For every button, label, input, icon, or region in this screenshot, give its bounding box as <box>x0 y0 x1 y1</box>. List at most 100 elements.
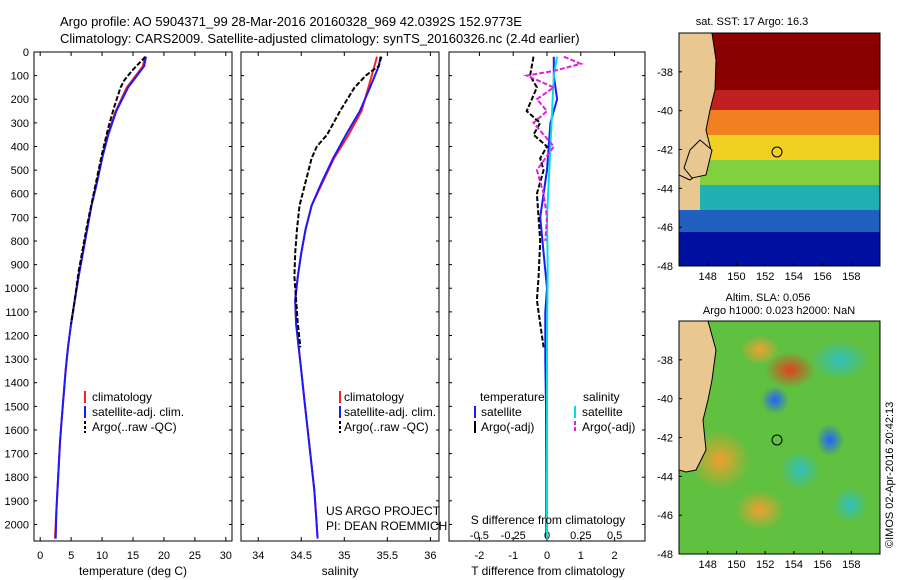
map-y-tick-label: -38 <box>657 355 673 367</box>
difference-xlabel-top: S difference from climatology <box>471 513 626 527</box>
series-argo <box>293 56 383 348</box>
x-tick-label: 34.5 <box>291 550 312 562</box>
depth-tick-label: 1000 <box>5 283 29 295</box>
x-tick-label: 25 <box>189 550 201 562</box>
project-annotation-line-1: US ARGO PROJECT <box>326 504 441 518</box>
depth-tick-label: 500 <box>11 165 29 177</box>
x-top-tick-label: 0.5 <box>607 530 622 542</box>
map-x-tick-label: 152 <box>756 271 774 283</box>
map-x-tick-label: 150 <box>727 559 745 571</box>
depth-tick-label: 400 <box>11 141 29 153</box>
depth-tick-label: 0 <box>23 47 29 59</box>
legend-label-s-satellite: satellite <box>582 405 623 419</box>
salinity-x-axis: 34 34.5 35 35.5 36 <box>252 52 437 562</box>
legend-label-t-satellite: satellite <box>481 405 522 419</box>
depth-tick-label: 900 <box>11 260 29 272</box>
x-tick-label: 15 <box>127 550 139 562</box>
depth-tick-label: 1100 <box>5 307 29 319</box>
depth-tick-label: 1300 <box>5 354 29 366</box>
legend-label-satellite: satellite-adj. clim. <box>92 405 184 419</box>
depth-tick-label: 600 <box>11 189 29 201</box>
x-top-tick-label: 0.25 <box>570 530 591 542</box>
depth-tick-label: 700 <box>11 212 29 224</box>
map-y-tick-label: -44 <box>657 471 673 483</box>
series-argo <box>70 56 147 324</box>
legend-label-s-argo: Argo(-adj) <box>582 420 635 434</box>
map-x-tick-label: 150 <box>727 271 745 283</box>
temperature-series <box>54 56 147 539</box>
x-tick-label: 20 <box>158 550 170 562</box>
difference-legend: temperature satellite Argo(-adj) salinit… <box>474 390 635 434</box>
salinity-series <box>293 56 383 539</box>
header-line-2: Climatology: CARS2009. Satellite-adjuste… <box>60 31 580 46</box>
sla-map <box>679 321 880 554</box>
depth-tick-label: 1500 <box>5 401 29 413</box>
sla-map-title: Altim. SLA: 0.056 <box>726 292 811 304</box>
x-tick-label: -2 <box>475 550 485 562</box>
series-satellite <box>294 56 382 539</box>
sst-map-axes: 148 150 152 154 156 158 -38 -40 -42 -44 -46 -48 <box>657 67 860 283</box>
series-t-argo <box>525 56 549 348</box>
map-x-tick-label: 156 <box>813 271 831 283</box>
depth-tick-label: 300 <box>11 118 29 130</box>
map-x-tick-label: 152 <box>756 559 774 571</box>
temperature-xlabel: temperature (deg C) <box>79 564 187 578</box>
map-y-tick-label: -46 <box>657 222 673 234</box>
temperature-x-axis: 0 5 10 15 20 25 30 <box>37 52 232 562</box>
difference-series <box>523 55 584 539</box>
x-tick-label: 10 <box>96 550 108 562</box>
difference-xlabel: T difference from climatology <box>471 564 625 578</box>
sla-map-subtitle: Argo h1000: 0.023 h2000: NaN <box>703 305 855 317</box>
depth-tick-label: 1900 <box>5 496 29 508</box>
sla-map-axes: 148 150 152 154 156 158 -38 -40 -42 -44 -46 -48 <box>657 355 860 571</box>
map-y-tick-label: -42 <box>657 145 673 157</box>
header-line-1: Argo profile: AO 5904371_99 28-Mar-2016 … <box>60 14 522 29</box>
legend-label-climatology: climatology <box>92 390 152 404</box>
x-tick-label: 5 <box>68 550 74 562</box>
sst-map-title: sat. SST: 17 Argo: 16.3 <box>696 16 809 28</box>
depth-tick-label: 1700 <box>5 449 29 461</box>
depth-tick-label: 800 <box>11 236 29 248</box>
salinity-legend: climatology satellite-adj. clim. Argo(..… <box>326 390 447 533</box>
map-y-tick-label: -40 <box>657 394 673 406</box>
argo-float-marker <box>771 146 783 158</box>
map-x-tick-label: 148 <box>699 559 717 571</box>
legend-label-t-argo: Argo(-adj) <box>481 420 534 434</box>
depth-tick-label: 1800 <box>5 472 29 484</box>
depth-tick-label: 1200 <box>5 330 29 342</box>
legend-title-salinity: salinity <box>583 390 620 404</box>
depth-tick-label: 2000 <box>5 519 29 531</box>
series-t-satellite <box>539 56 559 539</box>
map-x-tick-label: 156 <box>813 559 831 571</box>
salinity-xlabel: salinity <box>322 564 359 578</box>
map-x-tick-label: 148 <box>699 271 717 283</box>
map-y-tick-label: -48 <box>657 549 673 561</box>
legend-title-temperature: temperature <box>480 390 545 404</box>
map-y-tick-label: -46 <box>657 510 673 522</box>
depth-tick-label: 200 <box>11 94 29 106</box>
map-y-tick-label: -44 <box>657 183 673 195</box>
temperature-axes <box>33 51 233 542</box>
map-y-tick-label: -48 <box>657 261 673 273</box>
x-tick-label: 0 <box>37 550 43 562</box>
depth-tick-label: 1600 <box>5 425 29 437</box>
depth-tick-label: 100 <box>11 71 29 83</box>
x-top-tick-label: -0.25 <box>501 530 526 542</box>
imos-watermark: ©IMOS 02-Apr-2016 20:42:13 <box>884 402 896 548</box>
x-tick-label: 34 <box>252 550 264 562</box>
sst-map <box>679 33 880 266</box>
project-annotation-line-2: PI: DEAN ROEMMICH <box>326 519 447 533</box>
map-y-tick-label: -38 <box>657 67 673 79</box>
series-s-argo <box>523 55 584 242</box>
map-y-tick-label: -42 <box>657 433 673 445</box>
map-x-tick-label: 154 <box>785 559 803 571</box>
depth-axis: 0 100 200 300 400 500 600 700 800 900 1000 1100 1200… <box>5 47 645 531</box>
map-x-tick-label: 158 <box>842 271 860 283</box>
temperature-legend: climatology satellite-adj. clim. Argo(..… <box>84 390 184 434</box>
x-tick-label: 2 <box>612 550 618 562</box>
salinity-axes <box>240 51 440 542</box>
x-tick-label: 35 <box>338 550 350 562</box>
x-tick-label: 30 <box>220 550 232 562</box>
